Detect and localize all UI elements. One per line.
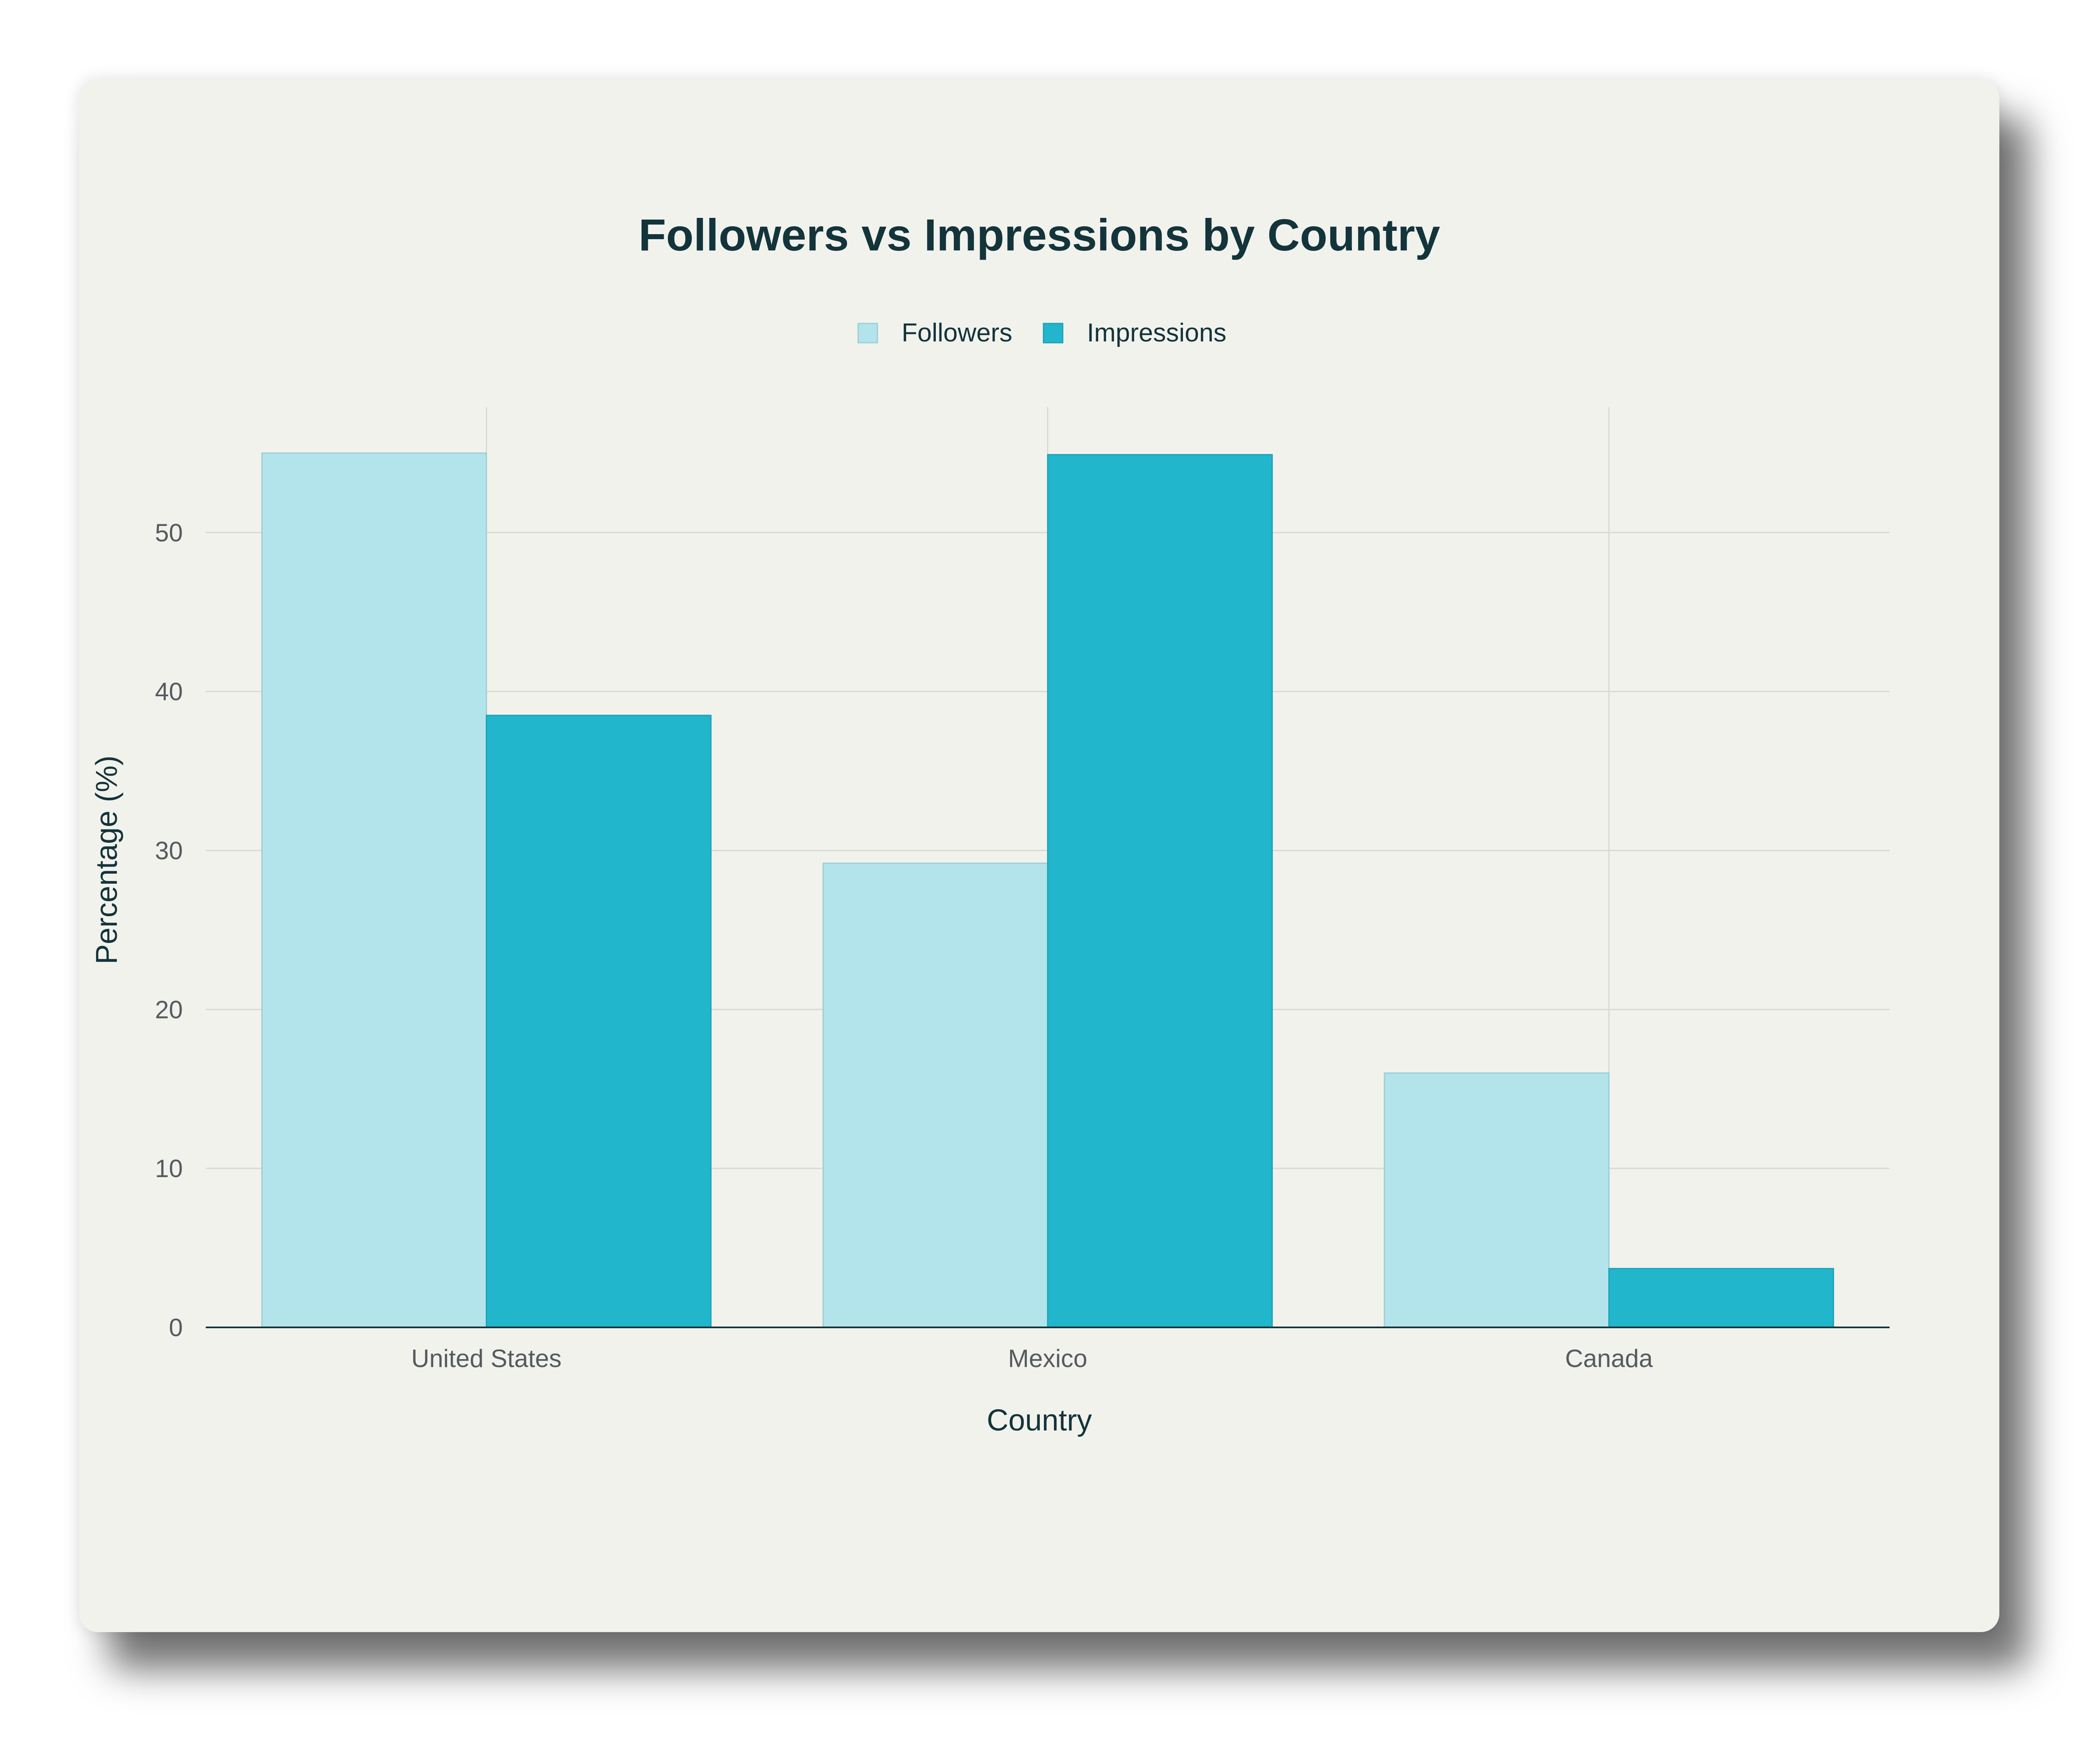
- x-axis-title: Country: [987, 1404, 1092, 1437]
- legend-label-followers: Followers: [902, 318, 1012, 347]
- legend-label-impressions: Impressions: [1087, 318, 1226, 347]
- legend: Followers Impressions: [857, 318, 1226, 347]
- x-tick-label-2: Canada: [1565, 1344, 1653, 1372]
- y-tick-label-50: 50: [155, 519, 183, 547]
- bar-impressions-1: [1047, 454, 1273, 1328]
- y-tick-label-0: 0: [169, 1314, 183, 1342]
- legend-swatch-impressions: [1043, 323, 1064, 344]
- legend-swatch-followers: [857, 323, 878, 344]
- y-tick-label-20: 20: [155, 996, 183, 1024]
- tick-labels: 0 10 20 30 40 50 United States Mexico Canada: [155, 519, 1653, 1372]
- bar-followers-2: [1384, 1072, 1610, 1328]
- y-tick-label-40: 40: [155, 678, 183, 706]
- chart-svg: Followers vs Impressions by Country Foll…: [90, 210, 1890, 1437]
- y-axis-title: Percentage (%): [90, 756, 124, 964]
- x-tick-label-1: Mexico: [1008, 1344, 1087, 1372]
- bar-followers-1: [822, 862, 1049, 1328]
- bar-followers-0: [261, 452, 487, 1328]
- bar-impressions-0: [485, 715, 712, 1328]
- x-tick-label-0: United States: [411, 1344, 561, 1372]
- y-tick-label-10: 10: [155, 1155, 183, 1183]
- chart-title: Followers vs Impressions by Country: [639, 210, 1440, 260]
- bar-impressions-2: [1608, 1268, 1834, 1328]
- chart-card: Followers vs Impressions by Country Foll…: [79, 79, 1999, 1632]
- bars: [261, 452, 1834, 1328]
- y-tick-label-30: 30: [155, 837, 183, 865]
